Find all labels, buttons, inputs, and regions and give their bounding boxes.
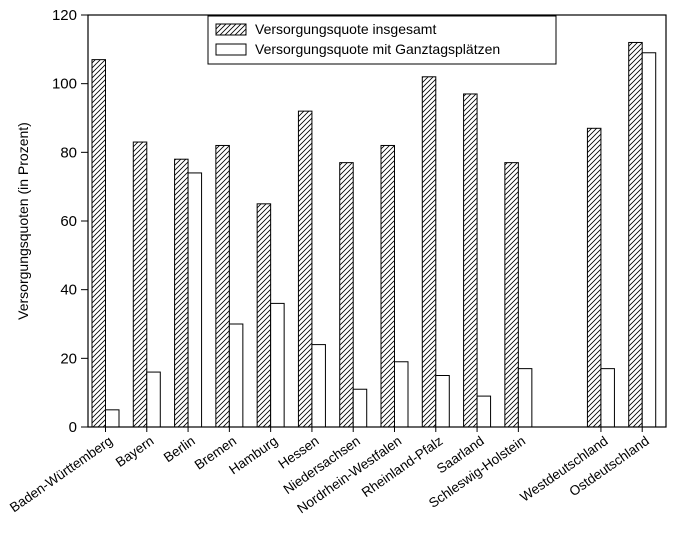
bar-total	[215, 144, 230, 428]
y-tick-label: 0	[69, 419, 77, 436]
y-tick-label: 20	[60, 350, 77, 367]
legend-label-fullday: Versorgungsquote mit Ganztagsplätzen	[255, 41, 500, 57]
bar-total	[256, 203, 272, 428]
y-tick-label: 80	[60, 144, 77, 161]
legend-label-total: Versorgungsquote insgesamt	[255, 21, 436, 37]
bar-total	[628, 41, 643, 428]
x-category-label: Baden-Württemberg	[7, 433, 115, 515]
bar-total	[339, 162, 354, 428]
bar-total	[586, 127, 602, 428]
bar-fullday	[517, 368, 533, 428]
y-tick-label: 100	[52, 76, 77, 93]
x-category-label: Bayern	[113, 433, 157, 470]
bar-total	[174, 158, 189, 428]
legend-swatch-fullday	[215, 43, 247, 56]
bar-fullday	[352, 388, 368, 428]
bar-fullday	[394, 361, 409, 428]
y-tick-label: 40	[60, 282, 77, 299]
bars	[91, 41, 657, 428]
bar-total	[297, 110, 313, 428]
bar-total	[504, 162, 519, 428]
bar-fullday	[228, 323, 244, 428]
legend-swatch-total	[215, 23, 247, 36]
bar-fullday	[435, 375, 450, 428]
bar-fullday	[270, 302, 285, 428]
bar-fullday	[105, 409, 120, 428]
bar-fullday	[476, 395, 492, 428]
y-tick-label: 60	[60, 213, 77, 230]
legend-box	[207, 15, 557, 65]
bar-total	[91, 59, 106, 428]
bar-fullday	[311, 344, 326, 428]
bar-fullday	[187, 172, 203, 428]
bar-fullday	[146, 371, 161, 428]
bar-fullday	[641, 52, 657, 428]
y-axis: 0 20 40 60 80 100 120	[52, 7, 88, 436]
legend: Versorgungsquote insgesamt Versorgungsqu…	[207, 15, 557, 65]
bar-total	[421, 76, 437, 428]
plot-area-frame	[87, 14, 667, 428]
bar-total	[132, 141, 148, 428]
y-axis-label: Versorgungsquoten (in Prozent)	[15, 122, 31, 320]
bar-total	[463, 93, 478, 428]
y-tick-label: 120	[52, 7, 77, 24]
bar-fullday	[600, 368, 615, 428]
bar-total	[380, 144, 395, 428]
